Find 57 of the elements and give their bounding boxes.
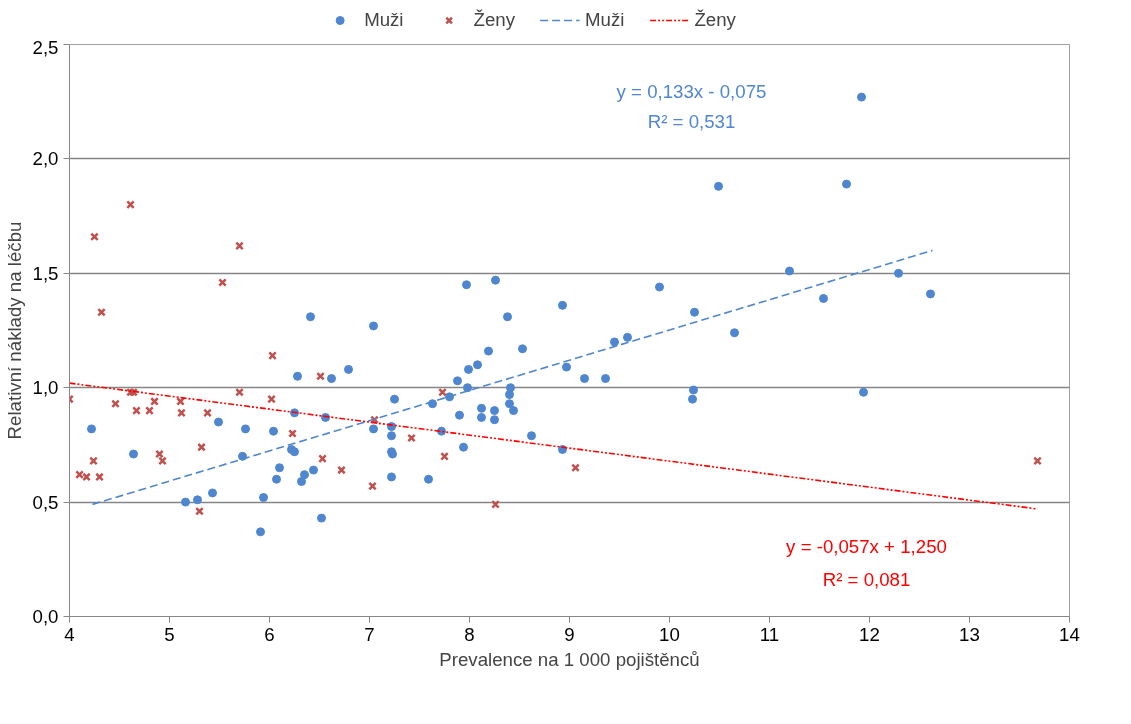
point: [438, 387, 447, 397]
point: [126, 387, 135, 397]
point: [491, 499, 500, 509]
y-axis-title: Relativní náklady na léčbu: [3, 221, 25, 440]
y-tick-label: 2,0: [32, 148, 59, 170]
legend-label: Ženy: [473, 9, 515, 31]
annotation: R² = 0,081: [822, 569, 911, 590]
point: [368, 481, 377, 491]
point: [407, 433, 416, 443]
point: [111, 399, 120, 409]
point: [440, 451, 449, 461]
point: [337, 465, 346, 475]
point: [155, 449, 164, 459]
y-tick-label: 0,0: [32, 606, 59, 627]
point: [177, 408, 186, 418]
x-axis-title: Prevalence na 1 000 pojištěnců: [439, 648, 700, 670]
x-tick-label: 7: [364, 623, 375, 645]
point: [316, 371, 325, 381]
legend-label: Muži: [585, 9, 625, 31]
x-tick-label: 5: [164, 623, 175, 645]
point: [150, 397, 159, 406]
y-tick-label: 1,0: [32, 377, 59, 399]
point: [268, 351, 277, 361]
x-tick-label: 8: [464, 623, 475, 645]
point: [235, 387, 244, 397]
y-tick-label: 0,5: [32, 491, 59, 513]
point: [235, 241, 244, 251]
x-tick-label: 9: [564, 623, 575, 645]
point: [267, 394, 276, 404]
point: [97, 307, 106, 317]
legend-label: Muži: [364, 9, 404, 31]
annotation: R² = 0,531: [647, 111, 736, 132]
point: [1033, 456, 1042, 466]
point: [132, 406, 141, 416]
point: [203, 408, 212, 418]
point: [158, 456, 167, 466]
annotation: y = -0,057x + 1,250: [786, 536, 947, 557]
point: [571, 463, 580, 473]
x-tick-label: 13: [959, 623, 980, 645]
x-tick-label: 12: [859, 623, 880, 645]
y-tick-label: 2,5: [32, 36, 59, 58]
legend-label: Ženy: [694, 9, 736, 31]
x-tick-label: 6: [264, 623, 275, 645]
x-tick-label: 10: [659, 623, 680, 645]
point: [288, 429, 297, 438]
point: [318, 454, 327, 464]
x-tick-label: 4: [64, 623, 75, 645]
point: [95, 472, 104, 482]
point: [145, 406, 154, 416]
point: [129, 387, 138, 397]
point: [89, 456, 98, 466]
y-tick-label: 1,5: [32, 262, 59, 284]
point: [197, 442, 206, 452]
point: [195, 506, 204, 516]
x-tick-label: 11: [759, 623, 780, 645]
annotation: y = 0,133x - 0,075: [616, 81, 767, 102]
x-tick-label: 14: [1059, 623, 1080, 645]
